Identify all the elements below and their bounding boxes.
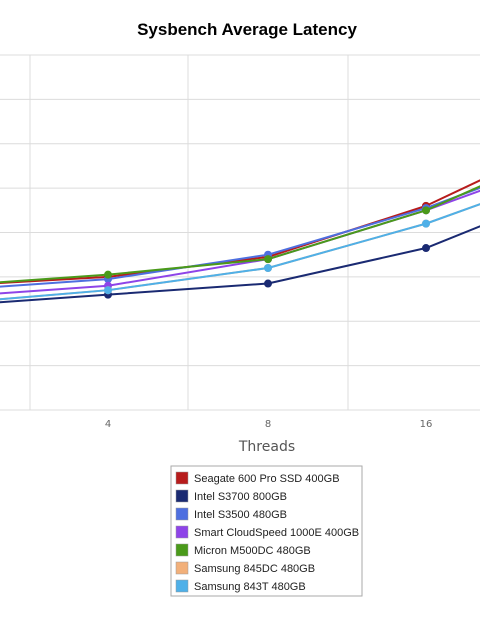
legend-item: Samsung 845DC 480GB (175, 561, 315, 575)
legend-box (170, 465, 363, 597)
series-line (0, 203, 480, 301)
legend-label: Micron M500DC 480GB (194, 545, 311, 557)
legend-swatch (175, 525, 189, 539)
legend-item: Intel S3700 800GB (175, 489, 287, 503)
x-tick-label: 16 (420, 419, 433, 430)
data-point (264, 264, 272, 272)
series (0, 189, 480, 295)
series (0, 185, 480, 284)
data-point (422, 219, 430, 228)
legend-label: Samsung 843T 480GB (194, 581, 306, 593)
legend-label: Smart CloudSpeed 1000E 400GB (194, 527, 359, 539)
series-line (0, 186, 480, 288)
legend-item: Smart CloudSpeed 1000E 400GB (175, 525, 359, 539)
legend-item: Intel S3500 480GB (175, 507, 287, 521)
series-line (0, 203, 480, 301)
x-tick-labels: 4 8 16 (105, 419, 433, 430)
legend-label: Intel S3700 800GB (194, 491, 287, 503)
x-tick-label: 4 (105, 419, 111, 430)
legend-item: Seagate 600 Pro SSD 400GB (175, 471, 340, 485)
series-layer (0, 179, 480, 304)
series (0, 203, 480, 301)
grid (0, 54, 480, 411)
legend-swatch (175, 579, 189, 593)
legend: Seagate 600 Pro SSD 400GB Intel S3700 800… (170, 465, 363, 597)
data-point (422, 244, 430, 253)
legend-swatch (175, 507, 189, 521)
series (0, 203, 480, 301)
legend-swatch (175, 489, 189, 503)
legend-label: Intel S3500 480GB (194, 509, 287, 521)
legend-swatch (175, 471, 189, 485)
data-point (264, 279, 272, 288)
legend-item: Samsung 843T 480GB (175, 579, 306, 593)
legend-item: Micron M500DC 480GB (175, 543, 311, 557)
legend-swatch (175, 561, 189, 575)
legend-label: Seagate 600 Pro SSD 400GB (194, 473, 340, 485)
data-point (422, 206, 430, 215)
x-axis-title: Threads (238, 439, 295, 455)
data-point (104, 286, 112, 295)
data-point (104, 270, 112, 279)
data-point (264, 255, 272, 264)
chart-title: Sysbench Average Latency (137, 20, 357, 39)
legend-swatch (175, 543, 189, 557)
series-line (0, 189, 480, 295)
series (0, 186, 480, 288)
x-tick-label: 8 (265, 419, 271, 430)
legend-label: Samsung 845DC 480GB (194, 563, 315, 575)
